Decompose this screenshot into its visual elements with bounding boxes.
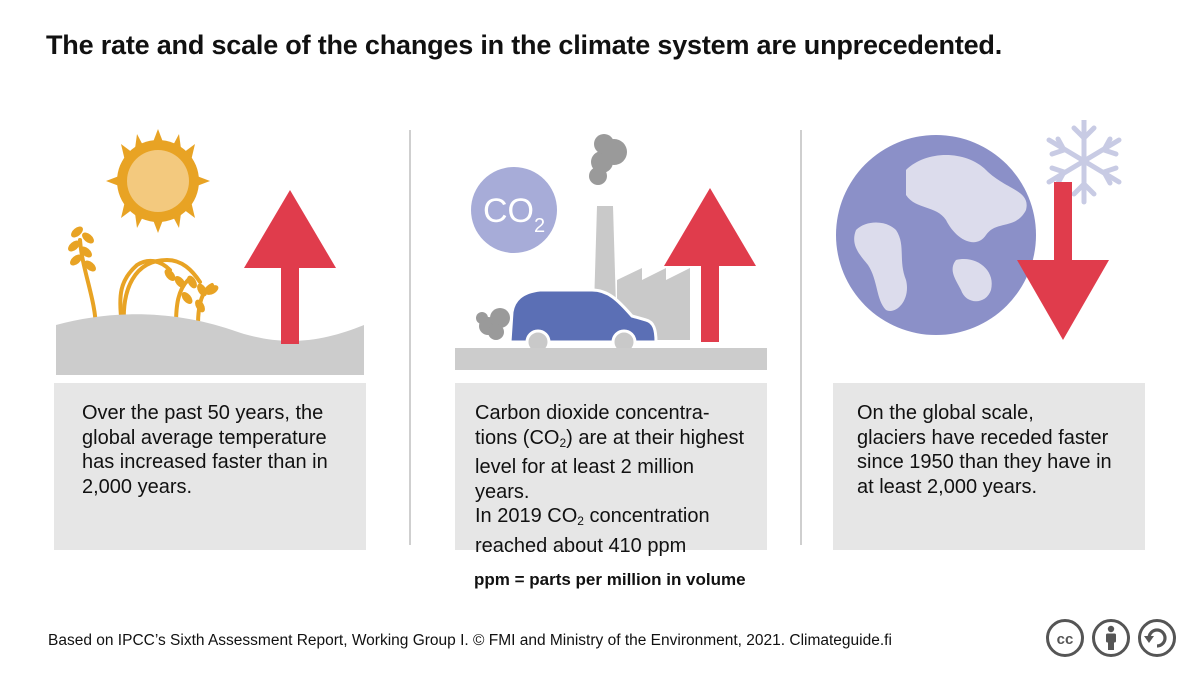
co2-text-sub: 2 — [559, 435, 567, 450]
co2-text-line: level for at least 2 million years. — [475, 456, 694, 503]
co2-text-part: In 2019 CO — [475, 505, 578, 527]
source-credit: Based on IPCC’s Sixth Assessment Report,… — [48, 632, 892, 649]
glacier-text-line: since 1950 than they have in — [857, 451, 1112, 473]
co2-text-line: Carbon dioxide concentra- — [475, 402, 710, 424]
hill-shape — [56, 314, 364, 375]
glacier-illustration — [836, 120, 1122, 340]
co2-text-line: reached about 410 ppm — [475, 534, 687, 557]
co2-text-box: Carbon dioxide concentra- tions (CO2) ar… — [455, 383, 767, 557]
down-arrow-icon — [1017, 182, 1109, 340]
temperature-text-line: has increased faster than in — [82, 451, 328, 473]
co2-text-line: tions (CO2) are at their highest — [475, 426, 747, 456]
temperature-illustration — [56, 129, 364, 375]
car-icon — [476, 288, 658, 355]
glacier-text-line: On the global scale, — [857, 402, 1034, 424]
co2-icon: CO 2 — [471, 167, 557, 253]
sun-icon — [106, 129, 210, 233]
temperature-text-box: Over the past 50 years, the global avera… — [54, 383, 366, 550]
temperature-text-line: Over the past 50 years, the — [82, 402, 324, 424]
co2-text-sub: 2 — [577, 514, 584, 528]
divider-right — [800, 130, 802, 545]
temperature-text-line: global average temperature — [82, 426, 327, 449]
co2-text-part: tions (CO — [475, 426, 560, 449]
co2-text-part: concentration — [583, 505, 710, 527]
ppm-footnote: ppm = parts per million in volume — [474, 570, 746, 589]
co2-illustration: CO 2 — [455, 134, 767, 370]
glacier-text-line: at least 2,000 years. — [857, 475, 1038, 498]
co2-badge-text: CO — [483, 192, 534, 230]
snowflake-icon — [1046, 120, 1122, 205]
glacier-text-box: On the global scale, glaciers have reced… — [833, 383, 1145, 550]
glacier-text-line: glaciers have receded faster — [857, 426, 1109, 449]
cc-icon[interactable]: cc — [1045, 618, 1085, 658]
attribution-icon[interactable] — [1091, 618, 1131, 658]
co2-badge-sub: 2 — [534, 215, 545, 237]
co2-text-line: In 2019 CO2 concentration — [475, 504, 747, 534]
license-badges: cc — [1045, 618, 1177, 658]
divider-left — [409, 130, 411, 545]
smoke-cloud — [589, 134, 627, 185]
up-arrow-icon — [664, 188, 756, 342]
co2-text-part: ) are at their highest — [566, 426, 745, 449]
share-alike-icon[interactable] — [1137, 618, 1177, 658]
road-line — [455, 348, 767, 370]
up-arrow-icon — [244, 190, 336, 344]
temperature-text-line: 2,000 years. — [82, 475, 193, 498]
page-title: The rate and scale of the changes in the… — [46, 30, 1003, 60]
globe-icon — [836, 135, 1036, 335]
cc-icon-text: cc — [1057, 631, 1074, 648]
